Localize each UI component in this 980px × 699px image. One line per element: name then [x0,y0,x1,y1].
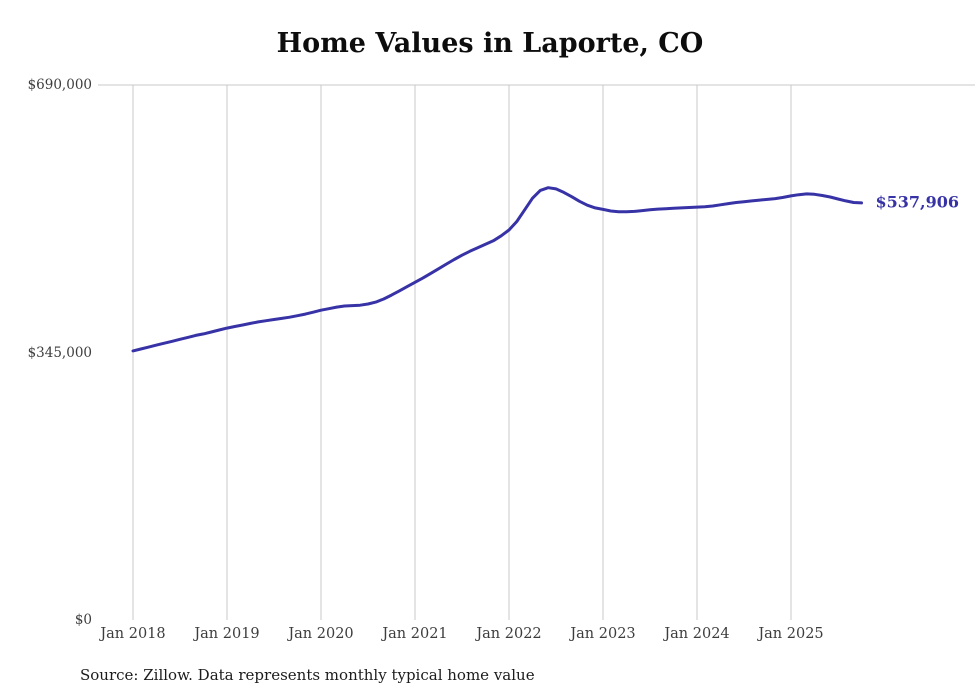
x-tick-label: Jan 2021 [382,626,448,642]
y-tick-label: $690,000 [27,77,92,93]
x-tick-label: Jan 2024 [664,626,730,642]
source-note: Source: Zillow. Data represents monthly … [80,666,535,684]
x-tick-label: Jan 2023 [570,626,636,642]
end-value-label: $537,906 [875,192,960,212]
x-tick-label: Jan 2019 [194,626,260,642]
x-tick-label: Jan 2022 [476,626,542,642]
x-tick-label: Jan 2018 [100,626,166,642]
y-tick-label: $345,000 [27,344,92,361]
y-tick-label: $0 [74,612,92,628]
chart-title: Home Values in Laporte, CO [276,28,704,59]
home-value-line [131,186,863,353]
x-tick-label: Jan 2025 [758,626,824,642]
x-tick-label: Jan 2020 [288,626,354,642]
